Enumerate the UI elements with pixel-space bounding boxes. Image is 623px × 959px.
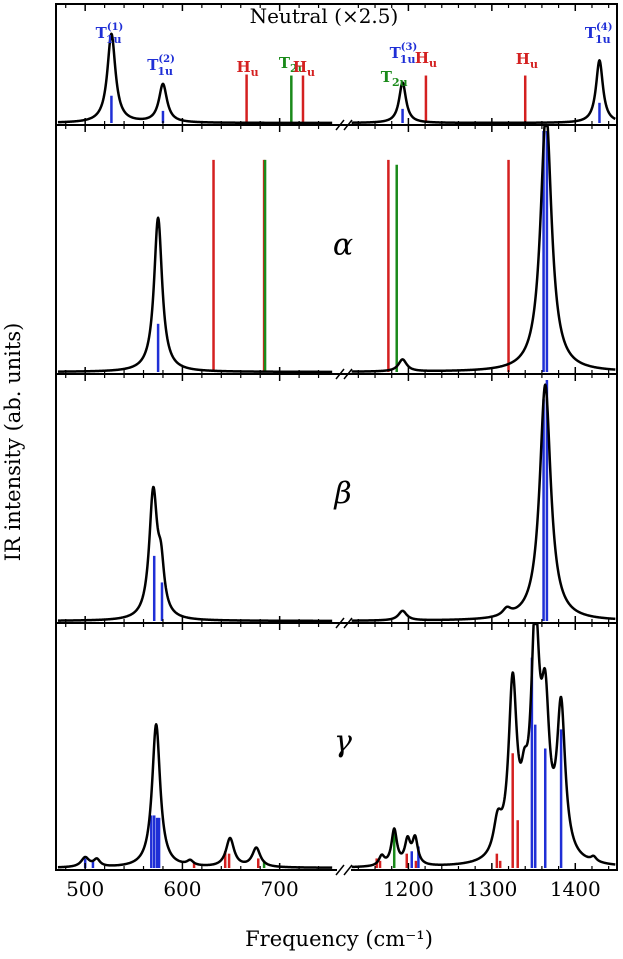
spectrum-line-low (57, 32, 333, 125)
peak-label-Hu: Hu (293, 58, 315, 79)
axis-break-slash (335, 864, 345, 876)
x-tick-label: 1300 (466, 877, 517, 901)
peak-label-T1u: T(2) 1u (147, 54, 175, 78)
peak-label-T2u: T2u (381, 68, 408, 89)
spectrum-line-high (350, 622, 617, 869)
panel-beta: β (55, 373, 618, 629)
peak-label-Hu: Hu (415, 49, 437, 70)
x-tick-label: 700 (261, 877, 299, 901)
x-axis-label: Frequency (cm⁻¹) (245, 927, 433, 951)
panel-title-gamma: γ (334, 724, 352, 759)
axis-break-gap (337, 864, 351, 876)
panel-gamma: γ (55, 622, 618, 876)
peak-label-Hu: Hu (516, 50, 538, 71)
x-tick-label: 1200 (383, 877, 434, 901)
x-tick-label: 600 (163, 877, 201, 901)
peak-label-T1u: T(3) 1u (390, 42, 418, 66)
panel-title-neutral: Neutral (×2.5) (250, 4, 399, 28)
panel-title-alpha: α (333, 227, 353, 262)
panel-title-beta: β (333, 476, 351, 511)
peak-label-Hu: Hu (236, 58, 258, 79)
spectrum-line-high (350, 124, 617, 373)
labels-layer: Frequency (cm⁻¹) IR intensity (ab. units… (1, 323, 433, 951)
axis-break-slash (343, 864, 353, 876)
panel-alpha: α (55, 124, 618, 380)
spectrum-line-high (350, 59, 617, 125)
peak-label-T1u: T(1) 1u (96, 22, 124, 46)
peak-label-T1u: T(4) 1u (585, 22, 613, 46)
spectrum-line-high (350, 383, 617, 622)
spectrum-line-low (57, 485, 333, 623)
x-tick-labels: 500 600 700 1200 1300 1400 (66, 877, 601, 901)
x-tick-label: 500 (66, 877, 104, 901)
spectrum-line-low (57, 723, 333, 869)
axis-break-mark (335, 864, 353, 876)
peak-label-T2u: T2u (279, 54, 306, 75)
y-axis-label: IR intensity (ab. units) (1, 323, 25, 562)
panel-frame (55, 622, 618, 871)
spectrum-line-low (57, 216, 333, 374)
x-tick-label: 1400 (550, 877, 601, 901)
